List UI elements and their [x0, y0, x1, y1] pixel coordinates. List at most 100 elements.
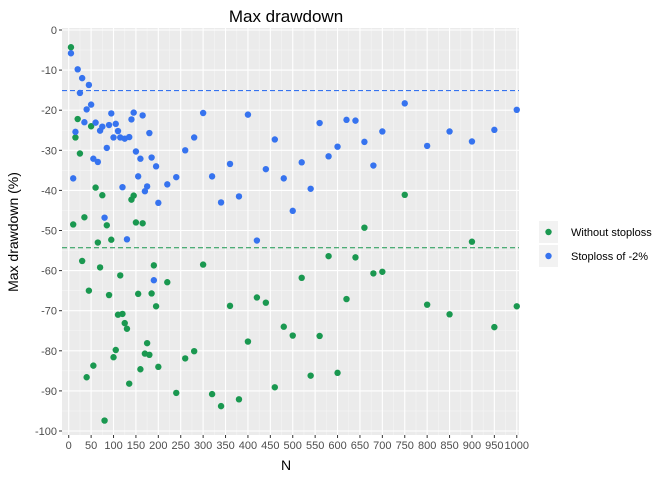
y-tick-label: 0 [51, 25, 57, 37]
data-point [139, 220, 146, 227]
data-point [244, 111, 252, 118]
data-point [112, 120, 119, 128]
data-point [352, 254, 359, 261]
x-tick-label: 0 [66, 440, 72, 452]
data-point [143, 339, 151, 347]
data-point [101, 214, 108, 221]
data-point [325, 153, 332, 160]
data-point [352, 117, 359, 124]
data-point [67, 44, 75, 51]
data-point [92, 119, 99, 126]
data-point [146, 129, 153, 137]
x-tick-label: 250 [172, 440, 190, 452]
y-tick-label: -60 [41, 266, 57, 278]
data-point [325, 252, 332, 260]
data-point [146, 351, 153, 359]
data-point [101, 417, 108, 424]
data-point [134, 173, 142, 180]
x-tick-label: 600 [328, 440, 346, 452]
data-point [208, 173, 216, 180]
x-tick-label: 800 [418, 440, 436, 452]
y-tick-label: -80 [41, 346, 57, 358]
data-point [316, 119, 323, 127]
data-point [150, 277, 158, 284]
legend-dot-0 [545, 228, 552, 236]
data-point [307, 372, 314, 379]
data-point [262, 165, 270, 173]
data-point [110, 134, 117, 141]
series-1 [67, 50, 520, 284]
data-point [148, 290, 155, 297]
data-point [81, 214, 88, 221]
data-point [103, 222, 111, 229]
plot-panel [62, 28, 519, 435]
series-0 [67, 44, 520, 424]
x-tick-label: 650 [351, 440, 369, 452]
data-point [103, 144, 111, 152]
data-point [70, 175, 77, 182]
x-tick-label: 900 [463, 440, 481, 452]
data-point [110, 354, 117, 361]
data-point [253, 237, 261, 244]
data-point [271, 384, 279, 391]
data-point [182, 147, 189, 154]
data-point [298, 159, 305, 166]
data-point [217, 402, 225, 410]
data-point [117, 272, 124, 279]
data-point [468, 138, 476, 145]
data-point [370, 162, 377, 169]
data-point [123, 325, 131, 332]
data-point [155, 363, 162, 371]
data-point [289, 207, 296, 215]
legend-label-1: Stoploss of -2% [571, 251, 648, 263]
data-point [491, 126, 498, 134]
data-point [150, 262, 158, 269]
data-point [134, 290, 142, 298]
data-point [90, 155, 97, 162]
x-tick-label: 350 [216, 440, 234, 452]
x-axis: 0 50 100 150 200 250 300 350 400 450 500 550 600 650 7… [66, 435, 529, 452]
x-tick-label: 850 [440, 440, 458, 452]
x-tick-label: 100 [104, 440, 122, 452]
data-point [173, 389, 180, 397]
data-point [361, 224, 368, 231]
data-point [334, 369, 341, 377]
data-point [92, 184, 99, 191]
data-point [513, 106, 520, 114]
data-point [379, 128, 386, 135]
data-point [316, 332, 323, 340]
legend-dot-1 [545, 252, 552, 260]
data-point [96, 264, 104, 271]
data-point [81, 119, 88, 126]
y-tick-label: -70 [41, 306, 57, 318]
data-point [137, 155, 144, 162]
data-point [114, 127, 122, 135]
data-point [123, 236, 131, 243]
data-point [112, 346, 119, 354]
data-point [361, 138, 368, 146]
x-tick-label: 300 [194, 440, 212, 452]
x-tick-label: 950 [485, 440, 503, 452]
data-point [128, 116, 135, 123]
data-point [121, 319, 128, 327]
data-point [85, 81, 93, 89]
data-point [182, 355, 189, 362]
data-point [446, 128, 453, 135]
data-point [262, 299, 270, 306]
data-point [70, 221, 77, 228]
data-point [137, 366, 144, 373]
data-point [468, 238, 476, 245]
data-point [132, 148, 140, 155]
x-tick-label: 700 [373, 440, 391, 452]
x-tick-label: 750 [396, 440, 414, 452]
chart-title: Max drawdown [229, 7, 343, 26]
legend: Without stoploss Stoploss of -2% [539, 221, 652, 267]
data-point [235, 193, 243, 200]
data-point [289, 332, 296, 339]
data-point [513, 303, 520, 310]
data-point [108, 110, 115, 117]
data-point [105, 291, 113, 299]
data-point [78, 74, 86, 82]
data-point [401, 100, 408, 107]
